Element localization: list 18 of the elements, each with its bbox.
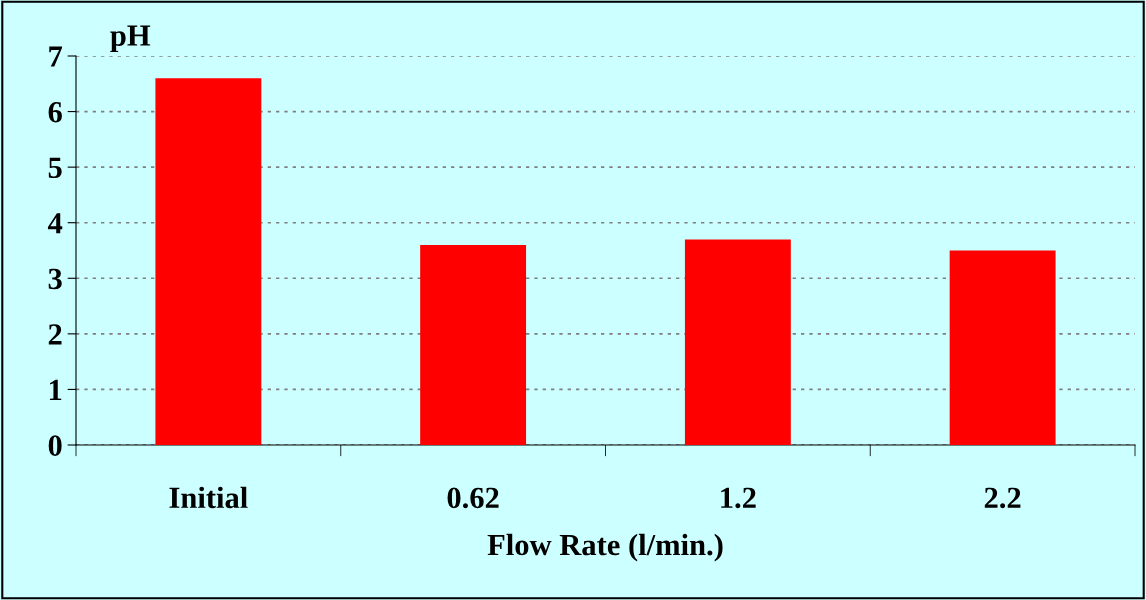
y-axis-title: pH (110, 25, 151, 53)
y-tick-label: 4 (47, 213, 63, 234)
x-tick-label: 2.2 (984, 487, 1021, 509)
y-tick-label: 2 (48, 324, 62, 345)
x-tick-label: 0.62 (447, 487, 499, 509)
x-tick-label: Initial (169, 486, 248, 509)
bar (420, 244, 527, 445)
y-tick-label: 1 (49, 379, 62, 401)
bar (949, 250, 1056, 445)
bar (684, 239, 791, 445)
x-tick-label: 1.2 (721, 487, 756, 509)
bar (155, 78, 262, 445)
y-tick-label: 6 (48, 101, 62, 123)
y-tick-label: 7 (49, 46, 63, 67)
y-tick-label: 0 (48, 435, 62, 456)
x-axis-title: Flow Rate (l/min.) (487, 533, 723, 562)
y-tick-label: 3 (48, 268, 62, 290)
y-tick-label: 5 (48, 157, 62, 179)
